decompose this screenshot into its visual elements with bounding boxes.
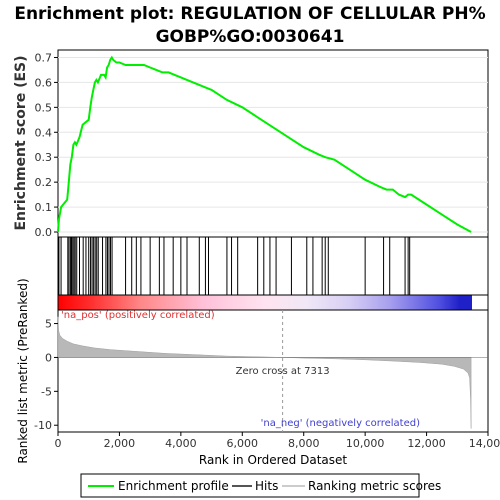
metric-tick-label: 5 — [45, 318, 52, 331]
metric-tick-label: -5 — [41, 385, 52, 398]
negative-correlation-label: 'na_neg' (negatively correlated) — [261, 418, 420, 429]
x-ticks: 0 2,000 4,000 6,000 8,000 10,000 12,000 14,000 — [55, 432, 500, 450]
es-tick-label: 0.0 — [35, 226, 53, 239]
enrichment-profile-line — [57, 55, 472, 233]
x-axis: 02,0004,0006,0008,00010,00012,00014,000 … — [55, 432, 500, 467]
es-panel: 0.0 0.1 0.2 0.3 0.4 0.5 0.6 0.7 Enrichment scor… — [13, 49, 489, 239]
es-y-ticks: 0.0 0.1 0.2 0.3 0.4 0.5 0.6 0.7 — [35, 51, 58, 239]
x-tick-label: 6,000 — [227, 437, 259, 450]
es-panel-frame — [57, 49, 489, 238]
metric-panel: Zero cross at 7313 'na_pos' (positively … — [16, 278, 489, 464]
metric-y-ticks: 5 0 -5 -10 — [34, 318, 58, 432]
es-tick-label: 0.5 — [35, 101, 53, 114]
chart-title-line1: Enrichment plot: REGULATION OF CELLULAR … — [14, 4, 485, 24]
x-tick-label: 8,000 — [288, 437, 320, 450]
rank-color-band — [57, 294, 489, 311]
metric-tick-label: -10 — [34, 419, 52, 432]
x-tick-label: 12,000 — [407, 437, 446, 450]
es-tick-label: 0.1 — [35, 201, 53, 214]
es-tick-label: 0.2 — [35, 176, 53, 189]
x-tick-label: 10,000 — [346, 437, 385, 450]
color-band-end — [472, 295, 488, 310]
x-tick-label: 4,000 — [165, 437, 197, 450]
legend-metric-label: Ranking metric scores — [308, 479, 441, 493]
es-y-axis-label: Enrichment score (ES) — [13, 55, 29, 230]
es-tick-label: 0.7 — [35, 51, 53, 64]
legend: Enrichment profile Hits Ranking metric s… — [80, 473, 441, 498]
hits-panel — [57, 236, 489, 296]
zero-cross-label: Zero cross at 7313 — [236, 366, 330, 377]
legend-hits-label: Hits — [255, 479, 278, 493]
metric-panel-frame — [57, 309, 489, 433]
hit-markers — [58, 237, 411, 295]
x-axis-label: Rank in Ordered Dataset — [199, 453, 347, 467]
x-tick-label: 2,000 — [104, 437, 136, 450]
es-gridlines — [58, 56, 488, 233]
color-band — [58, 295, 472, 310]
x-tick-label: 14,000 — [469, 437, 500, 450]
ranking-metric-area — [57, 316, 472, 429]
es-tick-label: 0.6 — [35, 76, 53, 89]
x-tick-label: 0 — [55, 437, 62, 450]
es-tick-label: 0.4 — [35, 126, 53, 139]
metric-y-axis-label: Ranked list metric (PreRanked) — [16, 278, 30, 463]
positive-correlation-label: 'na_pos' (positively correlated) — [61, 310, 215, 321]
legend-enrichment-label: Enrichment profile — [118, 479, 229, 493]
chart-title-line2: GOBP%GO:0030641 — [156, 27, 345, 47]
metric-tick-label: 0 — [45, 351, 52, 364]
es-tick-label: 0.3 — [35, 151, 53, 164]
hits-panel-frame — [57, 236, 489, 296]
